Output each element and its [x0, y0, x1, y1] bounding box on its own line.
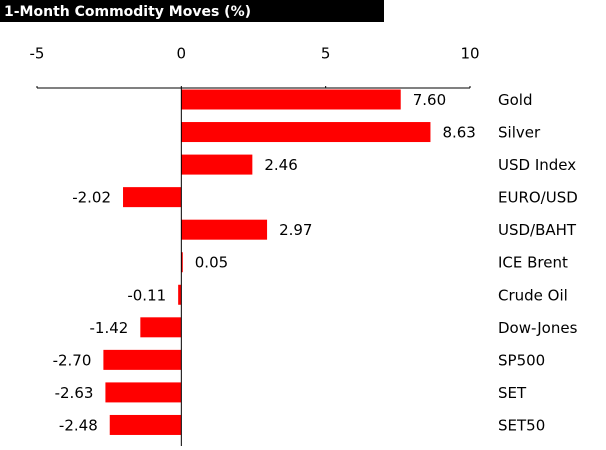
bar — [181, 122, 431, 143]
value-label: -2.48 — [59, 416, 98, 434]
value-label: -0.11 — [127, 286, 166, 304]
bar — [103, 349, 182, 370]
bar — [105, 382, 182, 403]
x-tick-label: 10 — [460, 45, 479, 63]
bar — [181, 89, 401, 110]
value-label: -1.42 — [90, 319, 129, 337]
x-tick-label: 5 — [321, 45, 331, 63]
category-label: Silver — [498, 124, 541, 142]
value-label: -2.70 — [53, 351, 92, 369]
category-label: Dow-Jones — [498, 319, 578, 337]
category-label: EURO/USD — [498, 189, 578, 207]
value-label: 2.46 — [264, 156, 297, 174]
bar — [181, 219, 268, 240]
bar — [181, 154, 253, 175]
category-label: SP500 — [498, 351, 545, 369]
bar — [178, 284, 182, 305]
bar — [140, 317, 182, 338]
value-label: 8.63 — [442, 124, 475, 142]
x-tick-label: -5 — [30, 45, 45, 63]
value-label: 0.05 — [195, 254, 228, 272]
chart-title: 1-Month Commodity Moves (%) — [4, 4, 251, 20]
category-label: SET — [498, 384, 527, 402]
category-label: USD Index — [498, 156, 576, 174]
bar — [123, 187, 182, 208]
value-label: 7.60 — [413, 91, 446, 109]
category-label: Gold — [498, 91, 533, 109]
x-tick-label: 0 — [177, 45, 187, 63]
bar — [109, 414, 182, 435]
value-label: -2.63 — [55, 384, 94, 402]
category-label: SET50 — [498, 416, 545, 434]
category-label: Crude Oil — [498, 286, 568, 304]
title-bar — [0, 0, 384, 22]
value-label: -2.02 — [72, 189, 111, 207]
category-label: ICE Brent — [498, 254, 568, 272]
value-label: 2.97 — [279, 221, 312, 239]
bar — [181, 252, 183, 273]
category-label: USD/BAHT — [498, 221, 577, 239]
